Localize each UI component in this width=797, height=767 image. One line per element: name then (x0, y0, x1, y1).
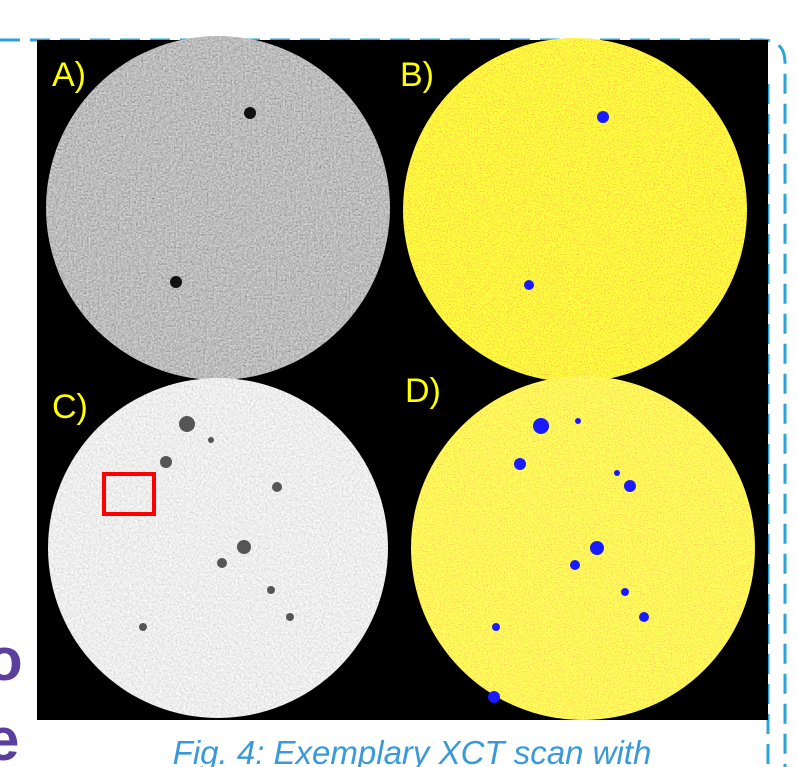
panel-label: D) (405, 372, 441, 410)
caption: Fig. 4: Exemplary XCT scan with (173, 734, 652, 767)
pores-c (139, 416, 294, 631)
pore (597, 111, 609, 123)
pore (170, 276, 182, 288)
xct-slice-c (48, 378, 388, 718)
xct-slice-a (46, 36, 390, 380)
pores-d (488, 418, 649, 703)
panel-label: C) (52, 388, 88, 426)
region-of-interest (102, 472, 156, 516)
side-text: o (0, 626, 23, 693)
xct-slice-b (403, 38, 747, 382)
panel-label: A) (52, 56, 86, 94)
xct-slice-d (411, 376, 755, 720)
pore (244, 107, 256, 119)
pore (524, 280, 534, 290)
side-text: e (0, 706, 19, 767)
panel-label: B) (400, 56, 434, 94)
